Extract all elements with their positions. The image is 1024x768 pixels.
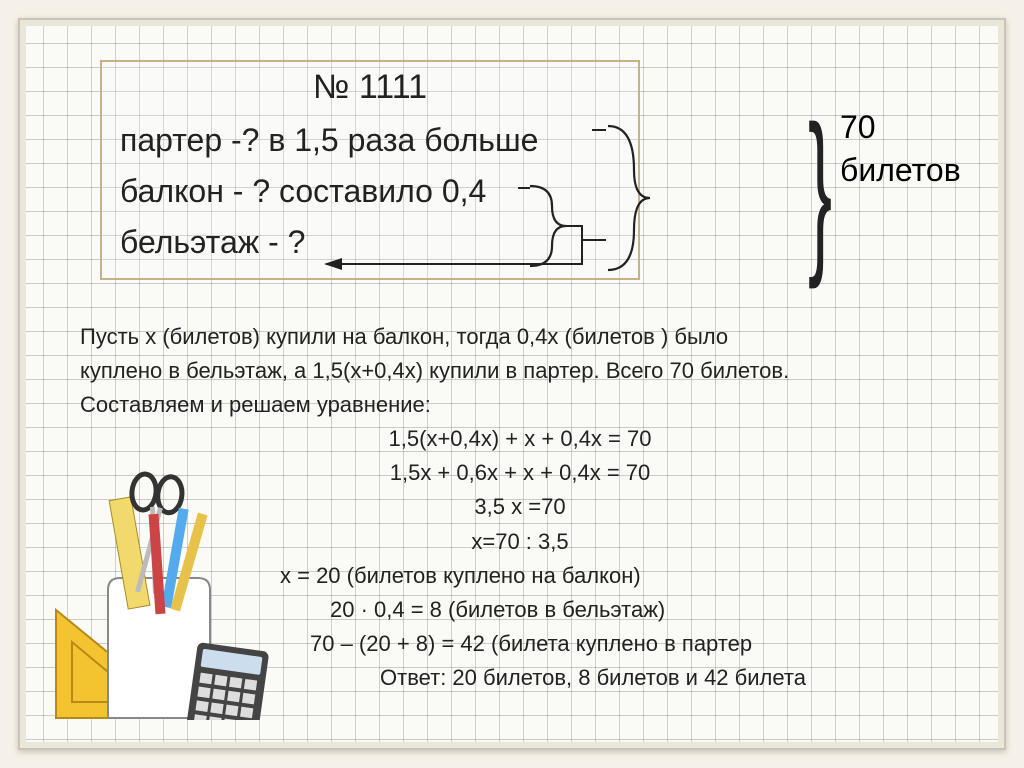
problem-row-parter: партер -? в 1,5 раза больше xyxy=(120,115,620,166)
total-word: билетов xyxy=(840,149,961,192)
problem-row-balkon: балкон - ? составило 0,4 xyxy=(120,166,620,217)
problem-number: № 1111 xyxy=(120,68,620,107)
stationery-illustration xyxy=(48,470,278,720)
solution-intro-2: куплено в бельэтаж, а 1,5(х+0,4х) купили… xyxy=(80,354,964,388)
total-label: 70 билетов xyxy=(840,106,961,192)
problem-row-beletazh: бельэтаж - ? xyxy=(120,217,620,268)
problem-box: № 1111 партер -? в 1,5 раза больше балко… xyxy=(100,60,640,280)
total-number: 70 xyxy=(840,106,961,149)
total-brace: } xyxy=(808,110,832,270)
solution-intro-1: Пусть х (билетов) купили на балкон, тогд… xyxy=(80,320,964,354)
paper-frame: № 1111 партер -? в 1,5 раза больше балко… xyxy=(18,18,1006,750)
solution-intro-3: Составляем и решаем уравнение: xyxy=(80,388,964,422)
equation-1: 1,5(х+0,4х) + х + 0,4х = 70 xyxy=(140,422,900,456)
